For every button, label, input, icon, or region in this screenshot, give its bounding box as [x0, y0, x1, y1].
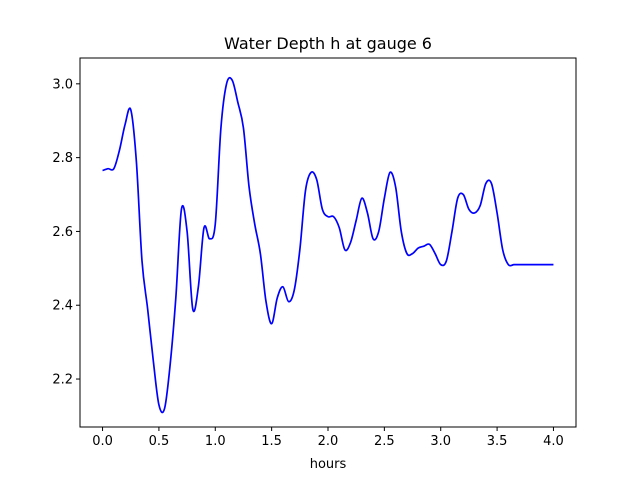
chart-title: Water Depth h at gauge 6 [224, 34, 432, 53]
y-tick-label: 2.4 [52, 299, 73, 314]
data-layer [102, 76, 554, 414]
y-tick-label: 3.0 [52, 77, 73, 92]
x-tick-label: 1.5 [261, 434, 282, 449]
y-tick-label: 2.6 [52, 225, 73, 240]
x-axis: 0.0 0.5 1.0 1.5 2.0 2.5 3.0 3.5 4.0 [92, 427, 564, 449]
x-tick-label: 3.5 [487, 434, 508, 449]
x-tick-label: 1.0 [205, 434, 226, 449]
y-axis: 2.2 2.4 2.6 2.8 3.0 [52, 77, 80, 388]
x-tick-label: 4.0 [543, 434, 564, 449]
x-tick-label: 3.0 [430, 434, 451, 449]
series-line-0 [102, 76, 554, 414]
y-tick-label: 2.8 [52, 151, 73, 166]
x-axis-label: hours [310, 457, 347, 472]
x-tick-label: 2.5 [374, 434, 395, 449]
y-tick-label: 2.2 [52, 373, 73, 388]
x-tick-label: 0.5 [149, 434, 170, 449]
x-tick-label: 2.0 [318, 434, 339, 449]
x-tick-label: 0.0 [92, 434, 113, 449]
